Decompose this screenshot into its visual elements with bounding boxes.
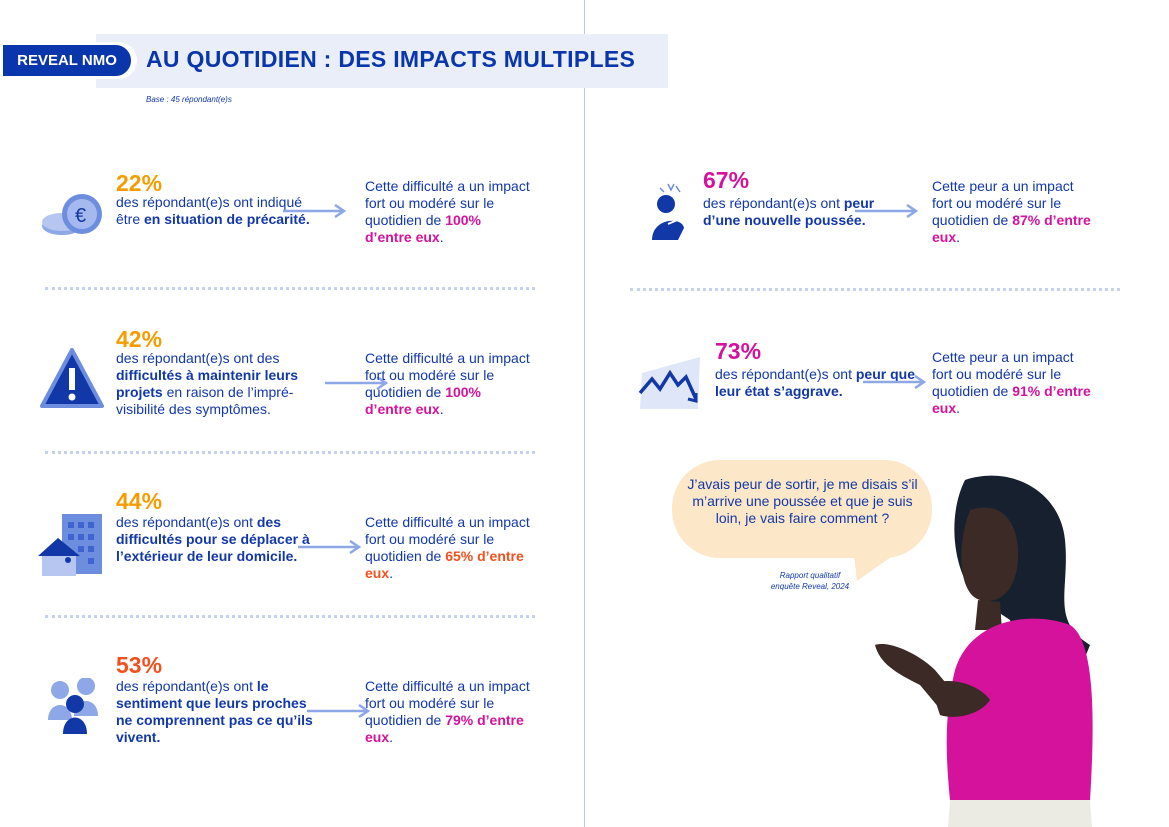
result-highlight: 100% d’entre eux [365, 384, 481, 417]
description-part: peur d’une nouvelle poussée. [703, 195, 875, 228]
arrow-right-icon [325, 376, 389, 390]
arrow-right-icon [307, 704, 371, 718]
impact-result: Cette difficulté a un impact fort ou mod… [365, 178, 530, 246]
percentage: 44% [116, 488, 163, 514]
result-text: Cette peur a un impact fort ou modéré su… [932, 349, 1074, 399]
svg-text:€: € [75, 205, 86, 227]
speech-bubble [672, 460, 932, 558]
description-part: des répondant(e)s ont [715, 366, 856, 382]
arrow-right-icon [863, 375, 927, 389]
separator [45, 615, 535, 618]
page-title: AU QUOTIDIEN : DES IMPACTS MULTIPLES [146, 46, 636, 72]
description-part: en raison de l’impré-visibilité des symp… [116, 384, 294, 417]
sample-base: Base : 45 répondant(e)s [146, 95, 232, 104]
description-part: le sentiment que leurs proches ne compre… [116, 678, 313, 745]
impact-result: Cette peur a un impact fort ou modéré su… [932, 349, 1097, 417]
result-highlight: 91% d’entre eux [932, 383, 1091, 416]
coins-euro-icon: € [40, 190, 104, 245]
woman-illustration-icon [875, 475, 1093, 827]
result-text: Cette difficulté a un impact fort ou mod… [365, 678, 530, 728]
impact-result: Cette difficulté a un impact fort ou mod… [365, 350, 530, 418]
result-text: Cette difficulté a un impact fort ou mod… [365, 514, 530, 564]
quote-source: Rapport qualitatif enquête Reveal, 2024 [740, 570, 880, 592]
description-part: des difficultés pour se déplacer à l’ext… [116, 514, 310, 564]
result-highlight: 79% d’entre eux [365, 712, 524, 745]
description: des répondant(e)s ont peur que leur état… [715, 366, 915, 400]
result-text: Cette difficulté a un impact fort ou mod… [365, 350, 530, 400]
result-highlight: 87% d’entre eux [932, 212, 1091, 245]
description-part: difficultés à maintenir leurs projets [116, 367, 299, 400]
result-end: . [389, 729, 394, 745]
description-part: des répondant(e)s ont des [116, 350, 280, 366]
description-part: en situation de précarité. [144, 211, 310, 227]
result-end: . [439, 401, 444, 417]
result-end: . [956, 229, 961, 245]
percentage: 67% [703, 167, 750, 193]
anxious-person-icon [648, 182, 694, 249]
impact-result: Cette difficulté a un impact fort ou mod… [365, 678, 530, 746]
title-banner [96, 34, 668, 88]
arrow-right-icon [298, 540, 362, 554]
description: des répondant(e)s ont peur d’une nouvell… [703, 195, 903, 229]
arrow-right-icon [855, 204, 919, 218]
separator [630, 288, 1120, 291]
description-part: des répondant(e)s ont [703, 195, 844, 211]
result-highlight: 100% d’entre eux [365, 212, 481, 245]
arrow-right-icon [283, 204, 347, 218]
separator [45, 287, 535, 290]
result-highlight: 65% d’entre eux [365, 548, 524, 581]
declining-chart-icon [638, 355, 702, 416]
description: des répondant(e)s ont le sentiment que l… [116, 678, 316, 746]
description: des répondant(e)s ont indiqué être en si… [116, 194, 316, 228]
description-part: des répondant(e)s ont [116, 678, 257, 694]
source-line: enquête Reveal, 2024 [770, 582, 850, 591]
result-end: . [439, 229, 444, 245]
result-text: Cette difficulté a un impact fort ou mod… [365, 178, 530, 228]
description-part: des répondant(e)s ont [116, 514, 257, 530]
result-text: Cette peur a un impact fort ou modéré su… [932, 178, 1074, 228]
center-divider [584, 0, 585, 827]
percentage: 73% [715, 338, 762, 364]
result-end: . [389, 565, 394, 581]
percentage: 42% [116, 326, 163, 352]
percentage: 53% [116, 652, 163, 678]
description-part: des répondant(e)s ont indiqué être [116, 194, 303, 227]
result-end: . [956, 400, 961, 416]
warning-icon [40, 348, 104, 417]
impact-result: Cette difficulté a un impact fort ou mod… [365, 514, 530, 582]
people-group-icon [46, 677, 106, 739]
description-part: peur que leur état s’aggrave. [715, 366, 915, 399]
impact-result: Cette peur a un impact fort ou modéré su… [932, 178, 1097, 246]
separator [45, 451, 535, 454]
testimonial-quote: J’avais peur de sortir, je me disais s’i… [687, 476, 918, 526]
percentage: 22% [116, 170, 163, 196]
description: des répondant(e)s ont des difficultés po… [116, 514, 316, 565]
brand-badge: REVEAL NMO [0, 42, 134, 79]
source-line: Rapport qualitatif [779, 571, 841, 580]
description: des répondant(e)s ont des difficultés à … [116, 350, 316, 418]
buildings-house-icon [38, 512, 108, 583]
